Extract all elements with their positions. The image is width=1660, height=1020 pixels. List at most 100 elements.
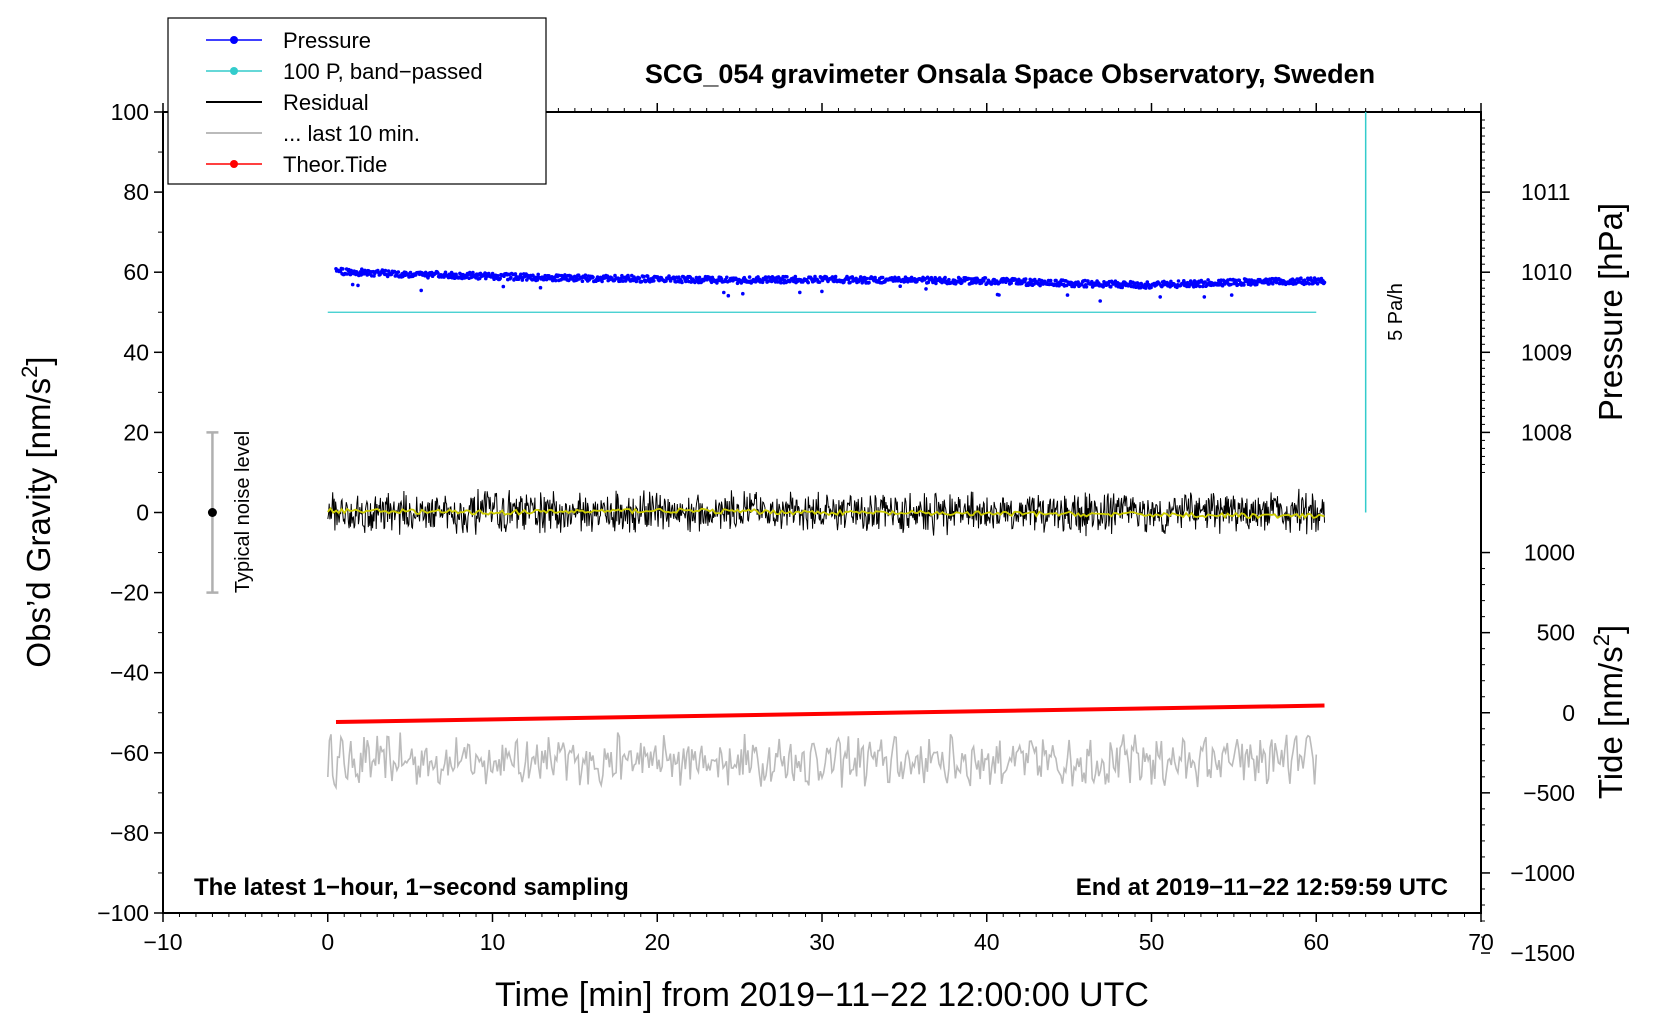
- pressure-point: [1242, 283, 1246, 287]
- pressure-point: [645, 274, 650, 279]
- pressure-point: [824, 275, 829, 279]
- pressure-point: [760, 280, 765, 285]
- pressure-point: [1145, 280, 1150, 284]
- legend-marker-theor-tide: [230, 160, 238, 168]
- pressure-point: [747, 275, 752, 279]
- pressure-point: [813, 274, 817, 279]
- pressure-point: [1072, 284, 1077, 289]
- series-theor-tide-line: [335, 703, 1325, 724]
- series-pressure: [334, 266, 1327, 303]
- legend-label-band-passed: 100 P, band−passed: [283, 59, 483, 84]
- y-tick-label: −40: [110, 660, 149, 686]
- pressure-point: [1076, 280, 1080, 284]
- pressure-point: [655, 275, 660, 279]
- legend-label-theor-tide: Theor.Tide: [283, 152, 387, 177]
- pressure-point: [785, 275, 789, 279]
- pressure-point: [1206, 278, 1210, 282]
- pressure-point: [1064, 283, 1069, 288]
- pressure-point: [680, 280, 684, 285]
- pressure-point: [1054, 278, 1058, 283]
- pressure-point: [1004, 280, 1008, 285]
- pressure-point: [498, 276, 503, 281]
- pressure-point: [741, 291, 745, 296]
- y-tick-label: −80: [110, 820, 149, 846]
- y-axis-label-pressure: Pressure [hPa]: [1592, 203, 1629, 421]
- pressure-point: [898, 284, 902, 289]
- pressure-point: [820, 289, 824, 294]
- pressure-point: [722, 290, 726, 295]
- y-tick-label: 20: [123, 419, 149, 445]
- pressure-point: [1023, 277, 1028, 281]
- pressure-point: [909, 275, 914, 280]
- pressure-tick-label: 1010: [1521, 259, 1572, 285]
- pressure-point: [1233, 278, 1238, 283]
- pressure-point: [356, 283, 360, 288]
- pressure-point: [509, 275, 513, 280]
- tide-tick-label: 0: [1562, 700, 1575, 726]
- pressure-point: [864, 276, 869, 281]
- pressure-point: [753, 280, 758, 284]
- pressure-point: [725, 275, 729, 280]
- pressure-point: [642, 274, 646, 279]
- pressure-tick-label: 1011: [1521, 179, 1570, 205]
- legend-label-pressure: Pressure: [283, 28, 371, 53]
- pressure-point: [639, 279, 644, 284]
- pressure-point: [1121, 283, 1125, 287]
- pressure-point: [982, 279, 986, 283]
- legend-item-residual: Residual: [206, 90, 369, 115]
- pressure-point: [934, 281, 938, 286]
- pressure-point: [1229, 282, 1233, 287]
- pressure-point: [600, 279, 604, 284]
- pressure-point: [345, 272, 350, 276]
- pressure-tick-label: 1009: [1521, 339, 1572, 365]
- pressure-point: [1229, 293, 1234, 297]
- series-last-10-min-line: [327, 732, 1318, 791]
- y-tick-label: 100: [111, 99, 149, 125]
- pressure-point: [947, 277, 951, 282]
- pressure-point: [471, 270, 475, 275]
- pressure-point: [1302, 278, 1307, 283]
- pressure-point: [419, 288, 424, 293]
- legend-marker-pressure: [230, 36, 238, 44]
- tide-tick-label: −1000: [1510, 860, 1575, 886]
- pressure-point: [583, 273, 588, 278]
- legend-label-last-10-min: ... last 10 min.: [283, 121, 420, 146]
- pressure-point: [798, 290, 802, 295]
- pressure-point: [436, 271, 440, 275]
- pressure-point: [1023, 280, 1027, 284]
- legend-item-band-passed: 100 P, band−passed: [206, 59, 483, 84]
- pressure-point: [519, 272, 523, 277]
- pressure-point: [1315, 282, 1320, 286]
- tide-tick-label: −500: [1523, 780, 1575, 806]
- pressure-point: [926, 280, 931, 285]
- y-tick-label: 80: [123, 179, 149, 205]
- pressure-point: [667, 274, 671, 278]
- pressure-point: [591, 275, 595, 280]
- noise-bar-center: [207, 508, 217, 517]
- pressure-point: [619, 276, 623, 281]
- pressure-point: [867, 280, 871, 285]
- scale-bar-label: 5 Pa/h: [1385, 283, 1407, 341]
- y-tick-label: −60: [110, 740, 149, 766]
- pressure-point: [1299, 276, 1303, 281]
- pressure-point: [538, 285, 543, 290]
- tide-tick-label: −1500: [1510, 940, 1575, 966]
- pressure-point: [1169, 279, 1173, 284]
- pressure-point: [850, 275, 855, 279]
- x-tick-label: 10: [480, 929, 506, 955]
- pressure-point: [1322, 280, 1327, 285]
- pressure-point: [697, 275, 702, 280]
- y-tick-label: 40: [123, 339, 149, 365]
- annotation-right: End at 2019−11−22 12:59:59 UTC: [1076, 874, 1448, 901]
- pressure-point: [1109, 285, 1113, 289]
- y-tick-label: −100: [97, 900, 149, 926]
- y-tick-label: 0: [136, 500, 149, 526]
- noise-bar-label: Typical noise level: [232, 431, 254, 593]
- pressure-point: [1201, 284, 1205, 289]
- pressure-point: [1098, 299, 1102, 303]
- pressure-point: [873, 275, 877, 280]
- pressure-point: [613, 273, 617, 278]
- chart-title: SCG_054 gravimeter Onsala Space Observat…: [645, 59, 1375, 89]
- pressure-tick-label: 1008: [1521, 419, 1572, 445]
